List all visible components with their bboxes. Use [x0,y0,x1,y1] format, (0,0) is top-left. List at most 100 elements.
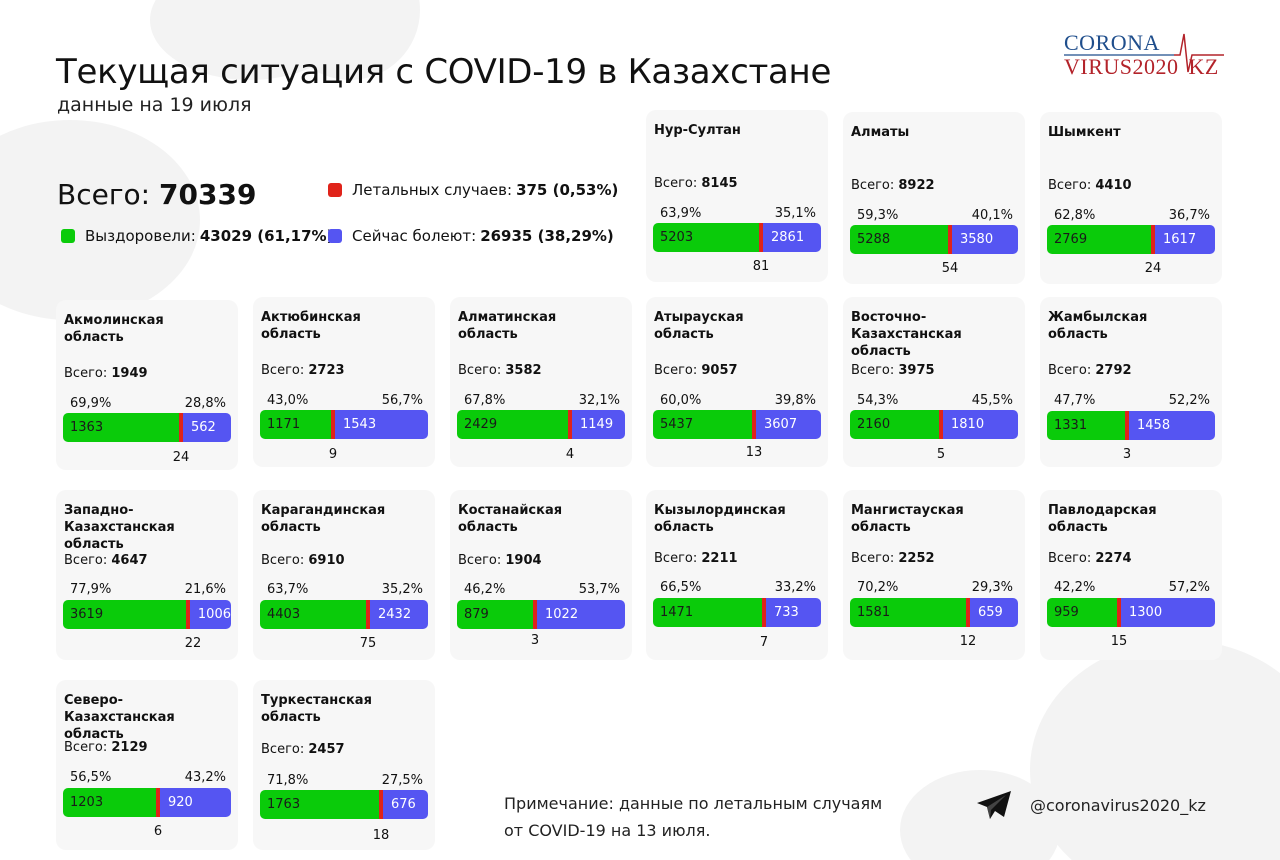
recovered-segment: 5437 [653,410,752,439]
region-name: Нур-Султан [654,123,741,138]
background-decoration [0,120,200,320]
active-segment: 920 [160,788,231,817]
deaths-count: 15 [1110,634,1128,649]
region-card: Алматинская область Всего: 3582 67,8% 32,1% 2… [450,297,632,467]
region-card: Костанайская область Всего: 1904 46,2% 53,7%… [450,490,632,660]
stacked-bar: 1471 733 [653,598,821,627]
deaths-count: 4 [565,447,575,462]
active-segment: 659 [970,598,1018,627]
region-card: Актюбинская область Всего: 2723 43,0% 56,7% 1… [253,297,435,467]
region-name: Акмолинская область [64,313,164,345]
background-decoration [1030,640,1280,860]
legend-deaths: Летальных случаев: 375 (0,53%) [328,181,618,199]
stacked-bar: 3619 1006 [63,600,231,629]
logo-line-1: CORONA [1064,30,1160,55]
recovered-percent: 66,5% [660,580,702,595]
recovered-segment: 1363 [63,413,179,442]
region-total: Всего: 9057 [654,363,738,378]
region-card: Восточно- Казахстанская область Всего: 3975… [843,297,1025,467]
telegram-handle: @coronavirus2020_kz [1030,795,1206,815]
deaths-count: 3 [530,633,540,648]
region-card: Туркестанская область Всего: 2457 71,8% 27,5… [253,680,435,850]
telegram-link[interactable]: @coronavirus2020_kz [976,790,1206,820]
recovered-percent: 69,9% [70,396,112,411]
stacked-bar: 5203 2861 [653,223,821,252]
stacked-bar: 2769 1617 [1047,225,1215,254]
region-total: Всего: 2274 [1048,551,1132,566]
region-total: Всего: 3975 [851,363,935,378]
active-segment: 2861 [763,223,821,252]
active-percent: 28,8% [184,396,226,411]
region-total: Всего: 1904 [458,553,542,568]
recovered-segment: 959 [1047,598,1117,627]
region-card: Мангистауская область Всего: 2252 70,2% 29,3… [843,490,1025,660]
recovered-percent: 46,2% [464,582,506,597]
active-percent: 32,1% [578,393,620,408]
active-segment: 1022 [537,600,625,629]
active-percent: 36,7% [1168,208,1210,223]
stacked-bar: 1581 659 [850,598,1018,627]
region-name: Мангистауская область [851,503,964,535]
deaths-count: 81 [752,259,770,274]
active-swatch-icon [328,229,342,243]
region-name: Кызылординская область [654,503,786,535]
region-card: Алматы Всего: 8922 59,3% 40,1% 5288 3580 54 [843,112,1025,284]
recovered-segment: 2160 [850,410,939,439]
active-segment: 1810 [943,410,1018,439]
active-segment: 1300 [1121,598,1215,627]
active-segment: 733 [766,598,821,627]
heartbeat-line-icon [1064,33,1224,73]
legend-recovered: Выздоровели: 43029 (61,17%) [61,227,333,245]
active-percent: 53,7% [578,582,620,597]
region-name: Алматы [851,125,910,140]
deaths-segment [948,225,952,254]
region-card: Жамбылская область Всего: 2792 47,7% 52,2% 13… [1040,297,1222,467]
deaths-count: 24 [1144,261,1162,276]
deaths-segment [939,410,943,439]
deaths-count: 9 [328,447,338,462]
region-card: Акмолинская область Всего: 1949 69,9% 28,8% 1… [56,300,238,470]
region-total: Всего: 4647 [64,553,148,568]
region-card: Западно- Казахстанская область Всего: 4647 7… [56,490,238,660]
recovered-percent: 60,0% [660,393,702,408]
stacked-bar: 1203 920 [63,788,231,817]
region-total: Всего: 8922 [851,178,935,193]
recovered-segment: 1171 [260,410,331,439]
recovered-percent: 63,7% [267,582,309,597]
active-segment: 1149 [572,410,625,439]
active-percent: 29,3% [971,580,1013,595]
active-percent: 56,7% [381,393,423,408]
active-segment: 1617 [1155,225,1215,254]
recovered-segment: 4403 [260,600,366,629]
total-cases: Всего: 70339 [57,178,257,211]
region-card: Кызылординская область Всего: 2211 66,5% 33,… [646,490,828,660]
footnote-line-1: Примечание: данные по летальным случаям [504,794,883,813]
stacked-bar: 1363 562 [63,413,231,442]
active-segment: 562 [183,413,231,442]
deaths-count: 3 [1122,447,1132,462]
deaths-count: 75 [359,636,377,651]
stacked-bar: 2429 1149 [457,410,625,439]
deaths-segment [179,413,183,442]
region-total: Всего: 4410 [1048,178,1132,193]
stacked-bar: 1331 1458 [1047,411,1215,440]
stacked-bar: 879 1022 [457,600,625,629]
deaths-segment [568,410,572,439]
active-segment: 1006 [189,600,231,629]
stacked-bar: 2160 1810 [850,410,1018,439]
active-percent: 35,2% [381,582,423,597]
region-name: Атырауская область [654,310,744,342]
deaths-segment [156,788,160,817]
deaths-segment [366,600,370,629]
region-card: Шымкент Всего: 4410 62,8% 36,7% 2769 1617 24 [1040,112,1222,284]
deaths-segment [752,410,756,439]
recovered-segment: 2769 [1047,225,1151,254]
region-name: Туркестанская область [261,693,372,725]
region-total: Всего: 6910 [261,553,345,568]
recovered-segment: 879 [457,600,533,629]
logo-line-2: VIRUS2020 KZ [1064,54,1219,79]
deaths-count: 22 [184,636,202,651]
region-total: Всего: 2723 [261,363,345,378]
deaths-segment [762,598,766,627]
active-percent: 39,8% [774,393,816,408]
